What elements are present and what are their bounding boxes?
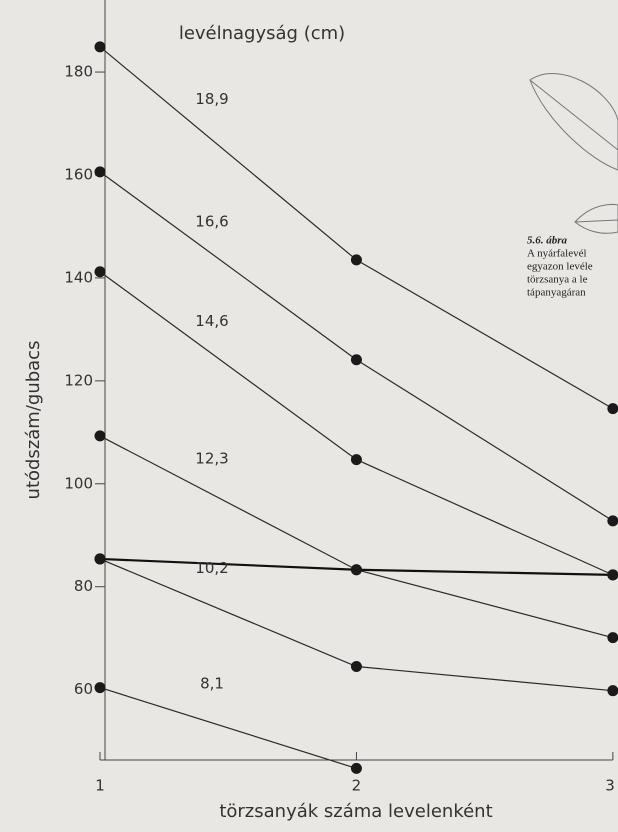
y-tick-label: 160	[64, 165, 93, 183]
y-tick-label: 80	[74, 577, 93, 595]
data-point	[94, 430, 106, 442]
x-tick-label: 2	[352, 777, 362, 795]
data-point	[94, 166, 106, 178]
caption-line: tápanyagáran	[527, 287, 586, 299]
caption-line: A nyárfalevél	[527, 248, 587, 260]
x-axis-label: törzsanyák száma levelenként	[219, 801, 492, 822]
data-point	[94, 41, 106, 53]
data-point	[607, 685, 618, 697]
data-point	[607, 403, 618, 415]
data-point	[607, 515, 618, 527]
chart-title: levélnagyság (cm)	[179, 23, 345, 44]
data-point	[350, 762, 362, 774]
x-tick-label: 3	[605, 777, 615, 795]
data-point	[607, 569, 618, 581]
y-axis-label: utódszám/gubacs	[23, 341, 44, 500]
series-label: 12,3	[195, 449, 228, 467]
series-label: 16,6	[195, 212, 228, 230]
data-point	[607, 632, 618, 644]
caption-line: törzsanya a le	[527, 274, 588, 286]
data-point	[94, 266, 106, 278]
series-label: 8,1	[200, 674, 224, 692]
series-label: 10,2	[195, 559, 228, 577]
y-tick-label: 180	[64, 63, 93, 81]
data-point	[94, 682, 106, 694]
data-point	[350, 354, 362, 366]
data-point	[350, 254, 362, 266]
caption-label: 5.6. ábra	[527, 235, 568, 247]
data-point	[350, 454, 362, 466]
leaf-illustration	[529, 73, 618, 234]
series-label: 18,9	[195, 90, 228, 108]
data-point	[350, 660, 362, 672]
data-point	[350, 564, 362, 576]
caption-line: egyazon levéle	[527, 261, 593, 273]
series-label: 14,6	[195, 312, 228, 330]
data-point	[94, 553, 106, 565]
y-tick-label: 100	[64, 474, 93, 492]
y-tick-label: 120	[64, 371, 93, 389]
y-tick-label: 60	[74, 680, 93, 698]
series-line	[99, 687, 357, 769]
x-tick-label: 1	[95, 777, 105, 795]
y-tick-label: 140	[64, 268, 93, 286]
